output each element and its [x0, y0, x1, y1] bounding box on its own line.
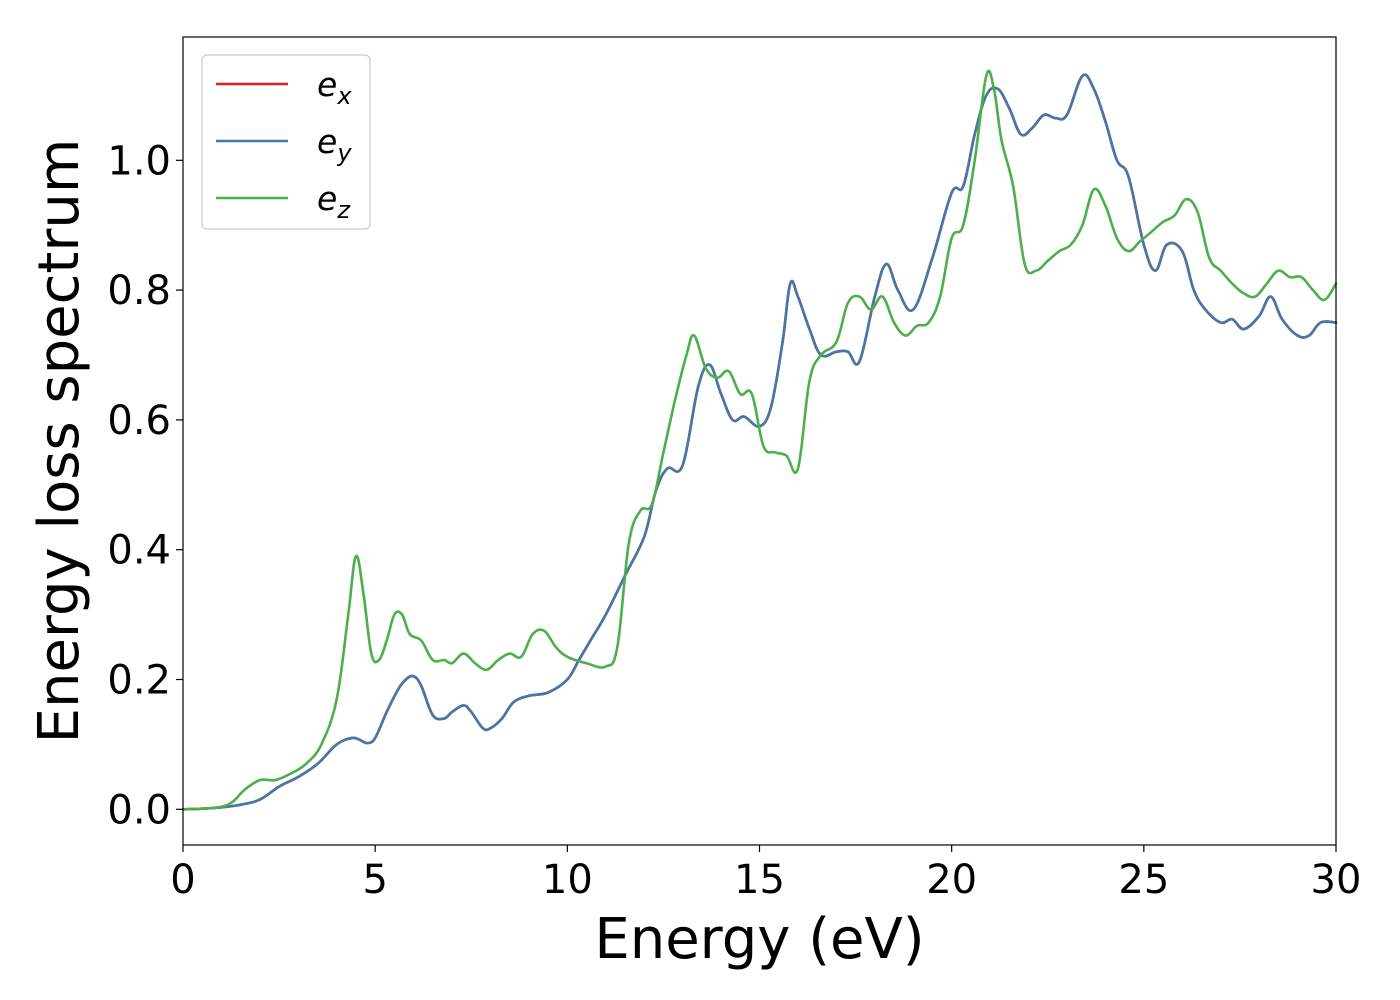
series-line-z — [181, 69, 1338, 811]
legend-label-z: ez — [317, 179, 351, 224]
series-lines — [181, 69, 1338, 811]
x-tick-label: 25 — [1118, 857, 1169, 903]
x-tick-label: 10 — [542, 857, 593, 903]
y-tick-label: 0.8 — [107, 268, 171, 314]
x-tick-label: 20 — [926, 857, 977, 903]
y-tick-label: 1.0 — [107, 138, 171, 184]
x-tick-label: 0 — [170, 857, 195, 903]
series-line-y — [181, 73, 1338, 811]
x-axis-label: Energy (eV) — [594, 907, 924, 972]
y-tick-label: 0.6 — [107, 398, 171, 444]
legend-label-x: ex — [317, 65, 352, 110]
y-axis-label: Energy loss spectrum — [27, 139, 92, 744]
x-axis-ticks: 0 5 10 15 20 25 30 — [170, 845, 1361, 903]
y-tick-label: 0.4 — [107, 528, 171, 574]
y-axis-ticks: 0.0 0.2 0.4 0.6 0.8 1.0 — [107, 138, 183, 833]
y-tick-label: 0.2 — [107, 658, 171, 704]
x-tick-label: 30 — [1311, 857, 1362, 903]
x-tick-label: 5 — [362, 857, 387, 903]
legend-label-y: ey — [317, 122, 352, 167]
plot-frame — [182, 36, 1337, 846]
legend: ex ey ez — [201, 54, 371, 230]
y-tick-label: 0.0 — [107, 787, 171, 833]
x-tick-label: 15 — [734, 857, 785, 903]
